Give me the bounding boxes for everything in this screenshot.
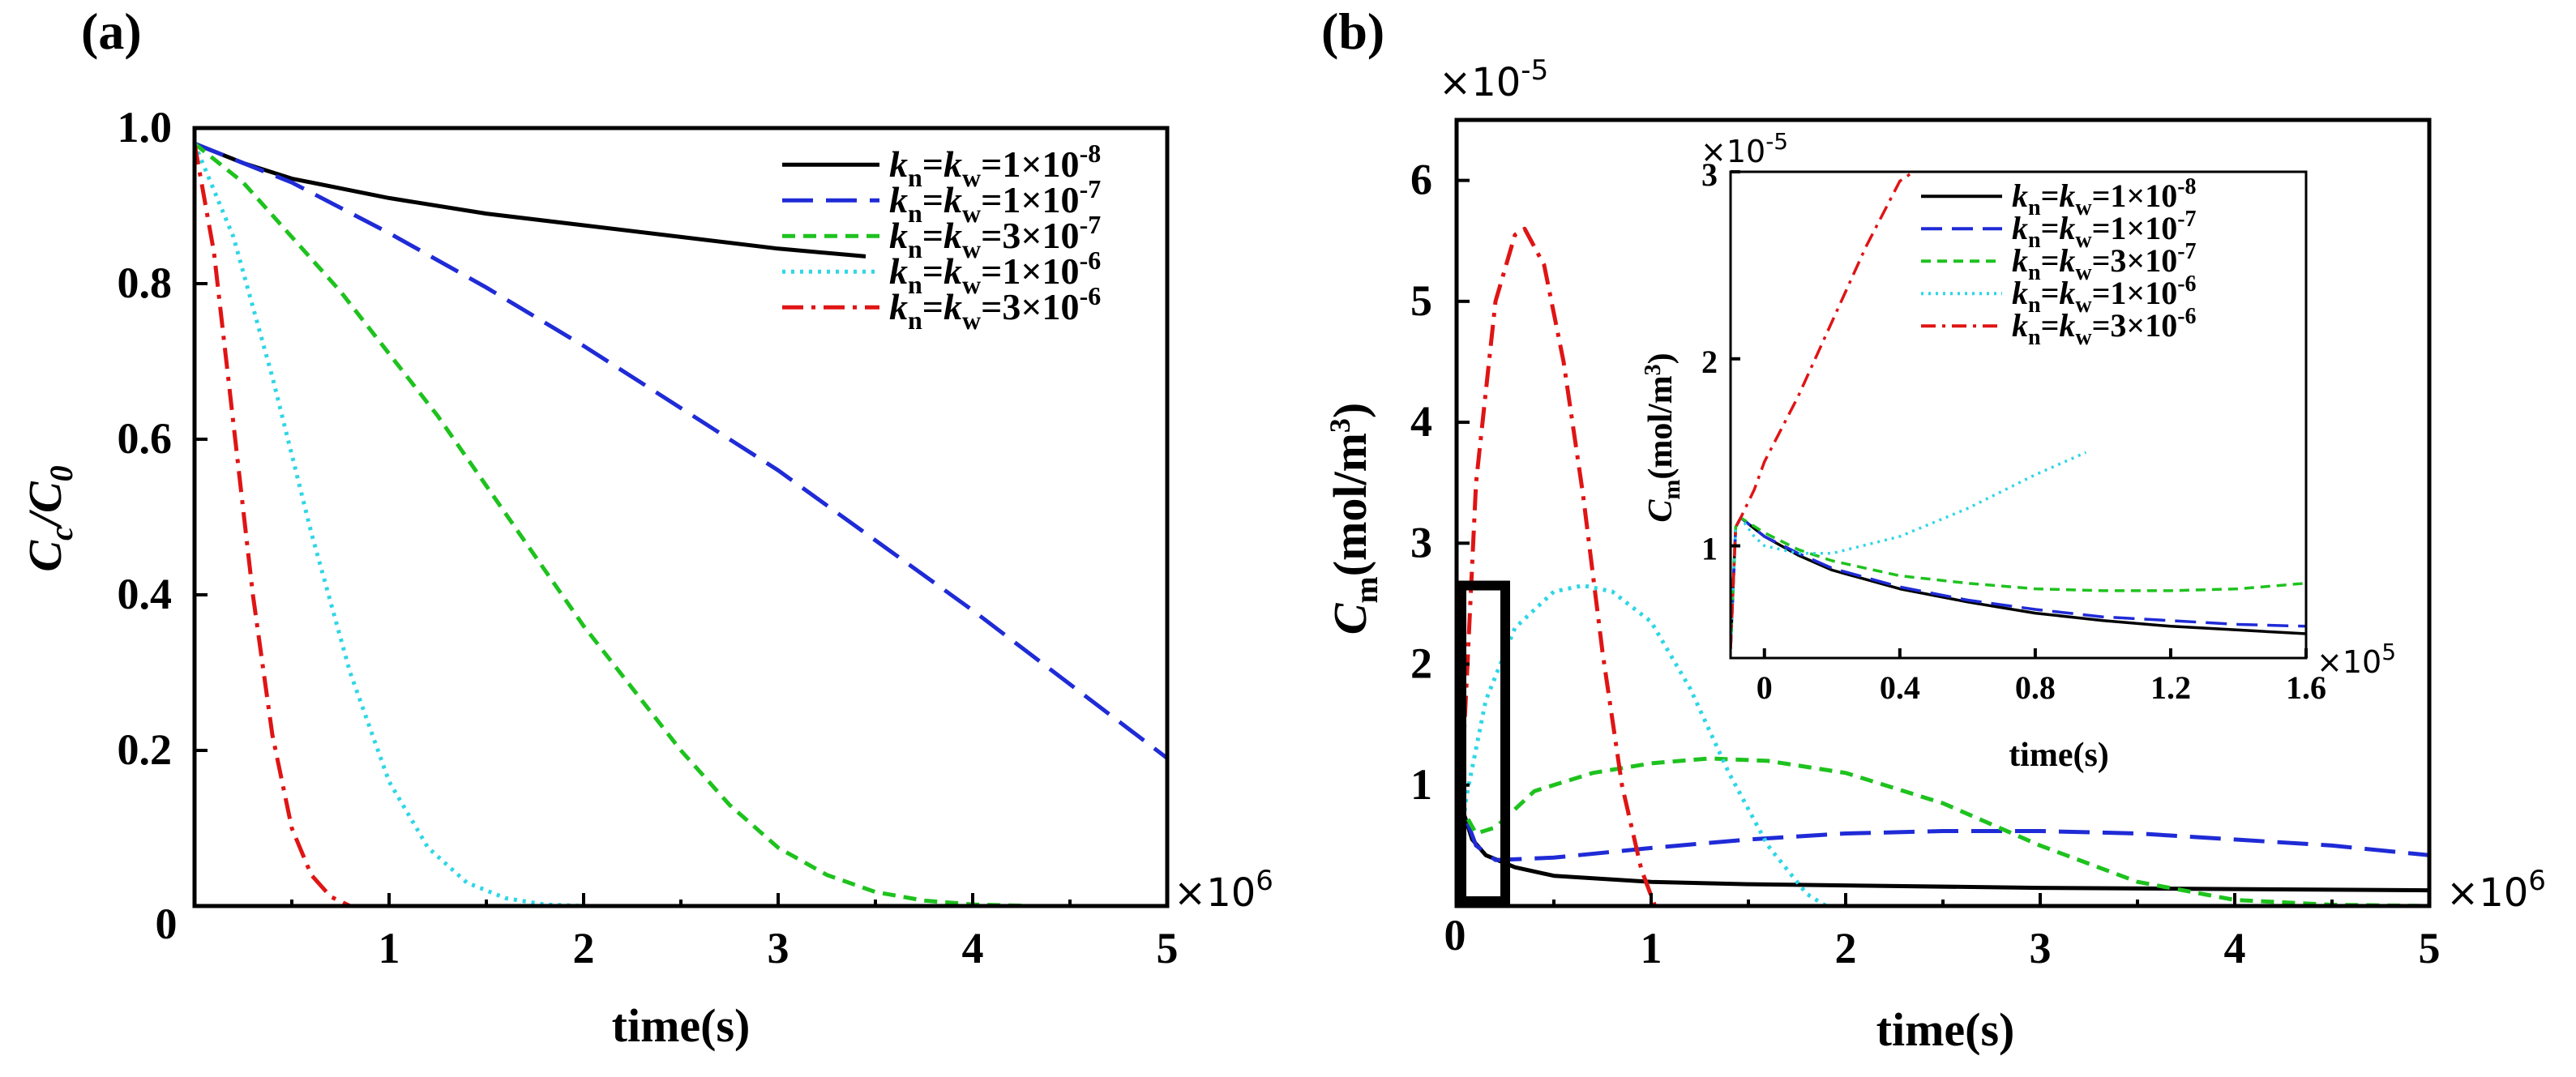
- inset-x-multiplier: ×105: [2317, 639, 2396, 680]
- panel-b-origin-label: 0: [1444, 911, 1466, 959]
- panel-a-x-tick-label: 1: [379, 924, 400, 972]
- panel-b-y-axis-title: Cm(mol/m3): [1324, 403, 1384, 635]
- panel-a-legend-label: kn=kw=1×10-7: [889, 174, 1101, 228]
- inset-legend-label: kn=kw=1×10-8: [2012, 174, 2197, 220]
- panel-a-x-tick-label: 2: [573, 924, 595, 972]
- panel-a-y-tick-label: 0.4: [118, 570, 173, 618]
- panel-a-y-tick-label: 0.8: [118, 259, 173, 307]
- clip-b-series-1: [1457, 807, 2429, 893]
- panel-a-legend-label: kn=kw=1×10-6: [889, 246, 1101, 299]
- panel-b-y-tick-label: 5: [1410, 276, 1432, 325]
- panel-b: (b) ×10-5 1 2 3 4 5 1 2 3 4 5 6 0 ×106 time(s) Cm(…: [1321, 2, 2546, 1056]
- panel-a-x-axis-title: time(s): [612, 999, 751, 1052]
- inset-plot-frame: [1729, 170, 2308, 660]
- panel-b-y-multiplier: ×10-5: [1439, 54, 1548, 105]
- inset-x-tick-label: 1.2: [2150, 669, 2191, 706]
- panel-b-y-tick-label: 4: [1410, 397, 1432, 446]
- panel-b-x-axis-title: time(s): [1876, 1003, 2015, 1056]
- panel-a: (a) 1 2 3 4 50.20.40.60.81.0 0 ×106 time(s) …: [19, 2, 1273, 1052]
- panel-b-x-tick-label: 3: [2030, 924, 2052, 972]
- inset-y-tick-label: 3: [1701, 156, 1718, 193]
- panel-a-x-tick-label: 5: [1157, 924, 1179, 972]
- panel-b-y-tick-label: 6: [1410, 156, 1432, 204]
- panel-a-x-tick-label: 3: [768, 924, 789, 972]
- panel-b-x-tick-label: 4: [2224, 924, 2246, 972]
- panel-a-y-tick-label: 1.0: [118, 103, 173, 152]
- inset-curves: [1731, 172, 2306, 649]
- panel-b-y-tick-label: 2: [1410, 639, 1432, 688]
- inset-legend-label: kn=kw=1×10-7: [2012, 207, 2197, 253]
- clip-a-series-3: [195, 142, 1167, 906]
- panel-a-legend: kn=kw=1×10-8kn=kw=1×10-7kn=kw=3×10-7kn=k…: [782, 139, 1101, 335]
- inset-legend: kn=kw=1×10-8kn=kw=1×10-7kn=kw=3×10-7kn=k…: [1921, 174, 2197, 350]
- inset-x-tick-label: 0.4: [1880, 669, 1920, 706]
- inset-y-multiplier: ×10-5: [1701, 128, 1788, 169]
- panel-a-y-axis-title: Cc/C0: [19, 465, 79, 571]
- clip-b-series-3: [1457, 756, 2429, 906]
- clip-b-series-4: [1457, 583, 2429, 906]
- inset-legend-label: kn=kw=1×10-6: [2012, 271, 2197, 318]
- inset-legend-label: kn=kw=3×10-7: [2012, 239, 2197, 285]
- panel-a-label: (a): [81, 2, 142, 60]
- inset-y-tick-label: 1: [1701, 531, 1718, 567]
- clip-b-series-5: [1457, 226, 2429, 906]
- panel-a-y-tick-label: 0.2: [118, 725, 173, 774]
- panel-b-curves: [1457, 226, 2429, 906]
- inset-y-tick-label: 2: [1701, 344, 1718, 380]
- inset-x-tick-label: 0: [1757, 669, 1773, 706]
- panel-a-x-tick-label: 4: [962, 924, 984, 972]
- panel-b-x-tick-label: 1: [1641, 924, 1662, 972]
- panel-b-x-tick-label: 5: [2419, 924, 2441, 972]
- inset-x-tick-label: 0.8: [2015, 669, 2056, 706]
- clip-a-series-2: [195, 141, 1167, 760]
- inset-x-tick-label: 1.6: [2286, 669, 2326, 706]
- inset-y-axis-title: Cm(mol/m3): [1641, 353, 1685, 522]
- clip-a-series-1: [195, 141, 867, 259]
- clip-a-series-5: [195, 143, 1167, 906]
- clip-inset-series-5: [1731, 172, 1915, 649]
- panel-b-y-tick-label: 1: [1410, 760, 1432, 809]
- inset-legend-label: kn=kw=3×10-6: [2012, 304, 2197, 350]
- panel-a-legend-label: kn=kw=3×10-6: [889, 281, 1101, 335]
- panel-a-y-tick-label: 0.6: [118, 414, 173, 463]
- panel-b-inset: 0 0.4 0.8 1.2 1.6 1 2 3 ×10-5 ×105 time(s) Cm(m…: [1641, 128, 2396, 774]
- panel-a-ticks: 1 2 3 4 5 0.2 0.4 0.6 0.8 1.0: [118, 103, 1179, 972]
- panel-a-origin-label: 0: [156, 900, 178, 948]
- panel-b-ticks: 1 2 3 4 5 1 2 3 4 5 6: [1410, 156, 2441, 972]
- panel-b-label: (b): [1321, 2, 1384, 60]
- panel-b-x-tick-label: 2: [1835, 924, 1857, 972]
- panel-b-y-tick-label: 3: [1410, 518, 1432, 566]
- panel-b-zoom-box: [1457, 580, 1510, 906]
- inset-ticks: 0 0.4 0.8 1.2 1.6 1 2 3: [1701, 156, 2326, 706]
- inset-frame-border: [1729, 170, 2308, 660]
- panel-a-legend-label: kn=kw=1×10-8: [889, 139, 1101, 192]
- inset-x-axis-title: time(s): [2009, 737, 2109, 774]
- clip-b-series-2: [1457, 807, 2429, 883]
- panel-b-x-multiplier: ×106: [2446, 865, 2546, 916]
- panel-a-x-multiplier: ×106: [1174, 865, 1273, 916]
- panel-a-legend-label: kn=kw=3×10-7: [889, 210, 1101, 263]
